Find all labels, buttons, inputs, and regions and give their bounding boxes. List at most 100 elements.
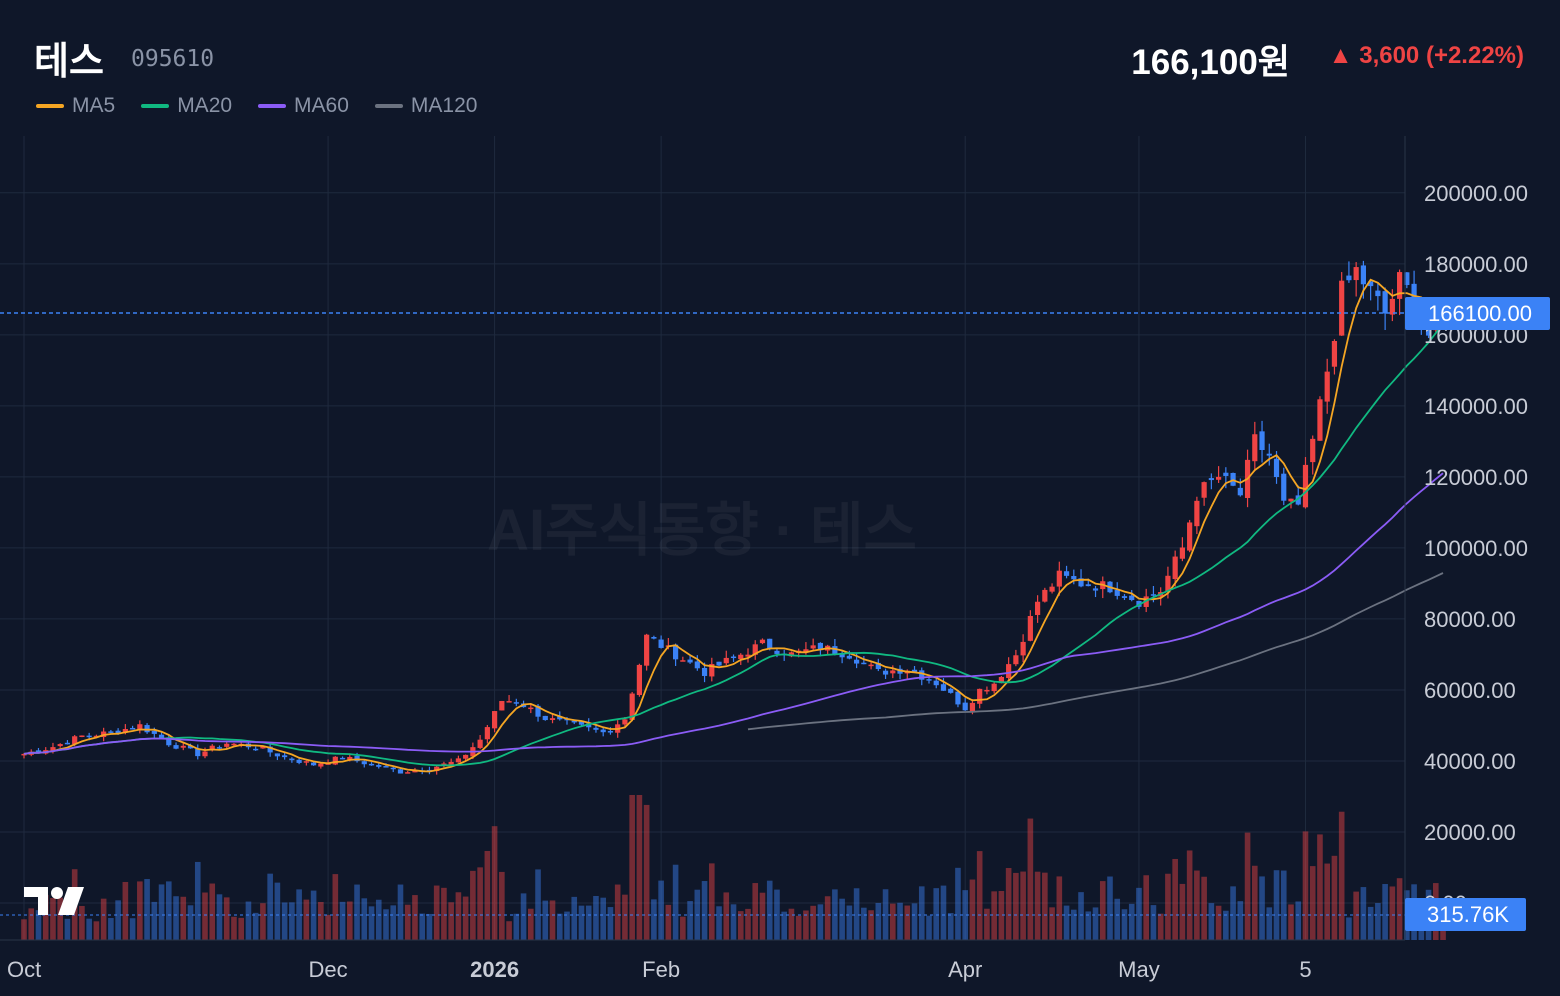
volume-bar [1273, 870, 1280, 940]
volume-bar [1295, 901, 1302, 940]
stock-name: 테스 [34, 41, 104, 83]
candle [180, 745, 186, 748]
candle [658, 639, 664, 648]
volume-bar [477, 867, 483, 940]
candle [412, 770, 418, 773]
volume-bar [969, 879, 976, 940]
legend-item-ma60[interactable]: MA60 [258, 94, 349, 118]
candle [1006, 664, 1012, 678]
volume-bar [1114, 898, 1121, 940]
volume-bar [296, 889, 302, 940]
candle [130, 727, 136, 730]
tradingview-logo-icon[interactable] [24, 887, 84, 915]
candle [1042, 589, 1048, 602]
legend-swatch [258, 104, 287, 108]
volume-bar [759, 892, 766, 940]
candle [187, 745, 194, 749]
legend-item-ma20[interactable]: MA20 [141, 94, 232, 118]
volume-bar [274, 882, 281, 940]
time-axis: Oct Dec 2026 Feb Apr May 5 [7, 957, 1312, 982]
candle [434, 766, 440, 772]
candle [376, 765, 382, 767]
candle [745, 654, 751, 657]
volume-bar [803, 910, 809, 940]
candle [368, 763, 375, 766]
volume-bar [412, 895, 418, 940]
candle [1121, 596, 1128, 598]
candle [535, 705, 541, 717]
candle [1035, 601, 1041, 615]
candle [296, 759, 302, 763]
price-tick-label: 60000.00 [1424, 678, 1516, 703]
legend-item-ma5[interactable]: MA5 [36, 94, 115, 118]
candle [448, 761, 454, 765]
volume-bar [79, 905, 85, 940]
volume-bar [28, 908, 35, 940]
time-tick-label: Dec [309, 957, 348, 982]
volume-bar [1346, 917, 1352, 940]
volume-bar [223, 897, 230, 940]
volume-bar [397, 884, 404, 940]
volume-bar [462, 896, 469, 940]
volume-bar [144, 879, 150, 940]
volume-bar [441, 887, 447, 940]
volume-bar [252, 912, 259, 940]
volume-bar [622, 894, 628, 940]
candle [513, 702, 519, 704]
volume-bar [542, 900, 549, 940]
candle [629, 693, 635, 720]
ma5-line [23, 278, 1444, 773]
candle [542, 715, 548, 721]
legend-item-ma120[interactable]: MA120 [374, 94, 478, 118]
price-tick-label: 140000.00 [1424, 394, 1528, 419]
legend-label: MA120 [410, 94, 478, 117]
candle [687, 659, 693, 663]
candle [984, 689, 990, 692]
candle [231, 743, 237, 746]
volume-bar [665, 904, 672, 940]
candle [1346, 275, 1352, 281]
candle [224, 743, 230, 747]
ma-legend: MA5 MA20 MA60 MA120 [36, 94, 477, 118]
candle [390, 767, 396, 770]
candle [72, 736, 78, 745]
volume-bar [745, 908, 751, 940]
volume-bar [433, 885, 440, 940]
volume-bar [1201, 876, 1207, 940]
candle [738, 654, 744, 660]
volume-bar [260, 903, 266, 940]
volume-bar [897, 902, 903, 940]
volume-bar [281, 902, 288, 940]
volume-bar [846, 905, 853, 940]
candle [875, 662, 881, 670]
candle [202, 751, 208, 757]
volume-bar [1165, 873, 1171, 940]
volume-bar [651, 899, 657, 940]
candle [50, 747, 56, 751]
volume-bar [484, 850, 491, 940]
volume-bar [1375, 903, 1381, 940]
volume-bar [216, 894, 223, 940]
candle [774, 650, 780, 654]
volume-bar [470, 870, 476, 940]
volume-bar [1172, 858, 1178, 940]
price-tick-label: 200000.00 [1424, 181, 1528, 206]
price-tick-label: 80000.00 [1424, 607, 1516, 632]
candle [846, 655, 852, 659]
volume-bar [1382, 884, 1388, 940]
candle [1266, 453, 1272, 456]
volume-bar [455, 892, 462, 940]
volume-bar [419, 913, 425, 940]
candle [759, 639, 766, 644]
candle [1179, 547, 1185, 559]
candle [998, 676, 1004, 684]
volume-bar [781, 911, 787, 940]
volume-bar [506, 921, 512, 940]
volume-bar [1078, 892, 1084, 940]
candle [832, 646, 838, 655]
volume-bar [962, 890, 968, 940]
candle [195, 748, 201, 757]
candle [622, 719, 628, 725]
candle [680, 660, 686, 662]
